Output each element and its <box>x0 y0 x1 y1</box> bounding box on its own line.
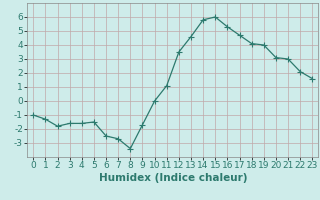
X-axis label: Humidex (Indice chaleur): Humidex (Indice chaleur) <box>99 173 247 183</box>
